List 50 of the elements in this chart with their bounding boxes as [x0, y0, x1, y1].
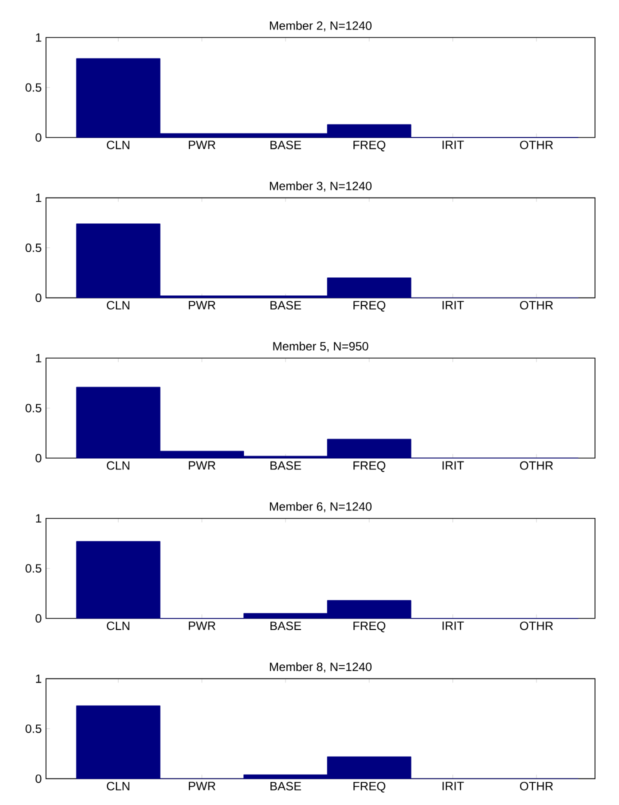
- x-tick-label: OTHR: [520, 782, 553, 790]
- x-tick-label: IRIT: [442, 140, 464, 149]
- y-tick-label: 1: [36, 354, 42, 362]
- y-tick-label: 0: [36, 133, 42, 142]
- y-tick-label: 0.5: [26, 404, 42, 412]
- x-tick-label: OTHR: [520, 301, 553, 310]
- x-tick-label: IRIT: [442, 461, 464, 470]
- x-tick-label: IRIT: [442, 782, 464, 790]
- x-tick-label: BASE: [270, 461, 302, 470]
- x-tick-label: CLN: [106, 301, 130, 310]
- x-tick-label: CLN: [106, 461, 130, 470]
- x-tick-label: IRIT: [442, 622, 464, 630]
- x-tick-label: BASE: [270, 140, 302, 150]
- y-tick-label: 1: [36, 33, 42, 42]
- y-tick-label: 0: [36, 774, 42, 783]
- x-tick-label: OTHR: [520, 622, 553, 630]
- x-tick-label: FREQ: [354, 622, 386, 632]
- x-tick-label: CLN: [106, 622, 130, 630]
- x-tick-label: FREQ: [354, 140, 386, 152]
- y-tick-label: 0: [36, 454, 42, 462]
- y-tick-label: 0.5: [26, 83, 42, 92]
- chart-title: Member 8, N=1240: [270, 662, 372, 673]
- x-tick-label: FREQ: [354, 301, 386, 312]
- x-tick-label: PWR: [188, 301, 216, 310]
- x-tick-label: PWR: [188, 622, 216, 630]
- x-tick-label: BASE: [270, 622, 302, 630]
- x-tick-label: PWR: [188, 782, 216, 790]
- y-tick-label: 0.5: [26, 724, 42, 733]
- x-tick-label: BASE: [270, 301, 302, 310]
- y-tick-label: 1: [36, 194, 42, 202]
- y-tick-label: 0.5: [26, 244, 42, 252]
- x-tick-label: OTHR: [520, 461, 553, 470]
- chart-title: Member 2, N=1240: [270, 21, 372, 32]
- y-tick-label: 1: [36, 514, 42, 523]
- x-tick-label: IRIT: [442, 301, 464, 310]
- x-tick-label: PWR: [188, 140, 216, 149]
- x-tick-label: CLN: [106, 140, 130, 150]
- y-tick-label: 0: [36, 294, 42, 302]
- x-tick-label: OTHR: [520, 140, 553, 150]
- chart-title: Member 6, N=1240: [270, 502, 372, 512]
- x-tick-label: BASE: [270, 782, 302, 790]
- x-tick-label: PWR: [188, 461, 216, 470]
- chart-title: Member 3, N=1240: [270, 181, 372, 192]
- chart-title: Member 5, N=950: [273, 342, 368, 352]
- y-tick-label: 1: [36, 674, 42, 683]
- x-tick-label: CLN: [106, 782, 130, 790]
- y-tick-label: 0: [36, 614, 42, 623]
- y-tick-label: 0.5: [26, 564, 42, 573]
- x-tick-label: FREQ: [354, 461, 386, 472]
- x-tick-label: FREQ: [354, 782, 386, 793]
